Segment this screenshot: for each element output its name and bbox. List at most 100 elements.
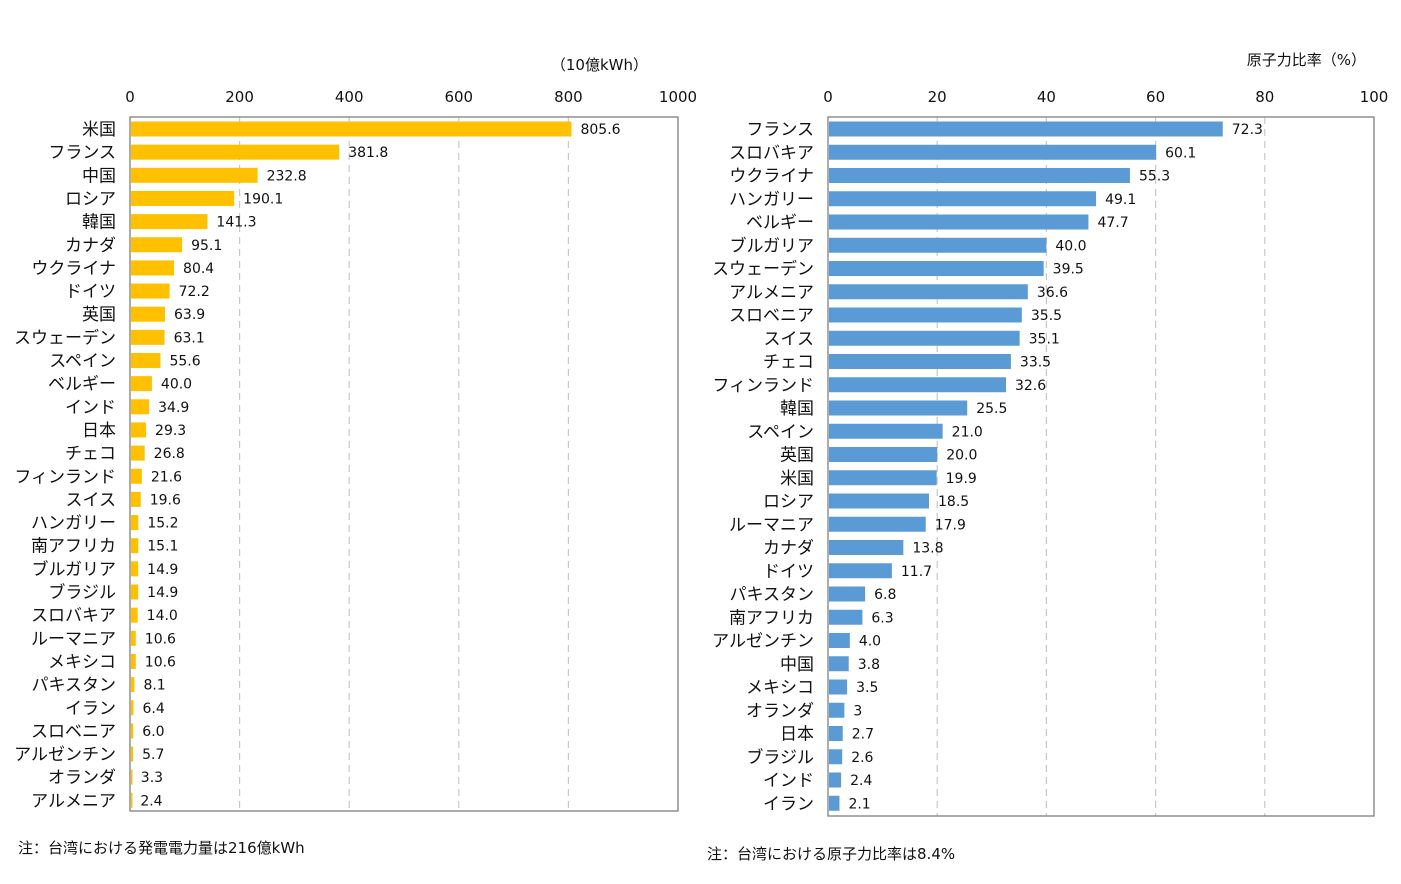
left-bar — [131, 792, 133, 808]
left-bar — [131, 677, 135, 693]
left-category-label: イラン — [65, 699, 116, 719]
left-bar — [131, 329, 165, 345]
left-bar — [131, 746, 134, 762]
left-value-label: 63.9 — [174, 307, 205, 323]
right-category-label: イラン — [763, 794, 814, 814]
right-bar — [829, 726, 843, 741]
left-tick-label: 200 — [225, 88, 254, 106]
right-bar — [829, 191, 1097, 207]
left-bar — [131, 561, 139, 577]
right-value-label: 2.4 — [850, 773, 872, 789]
left-value-label: 72.2 — [179, 284, 210, 300]
left-category-label: スペイン — [49, 352, 116, 372]
right-tick-label: 0 — [823, 88, 833, 106]
right-value-label: 18.5 — [938, 494, 969, 510]
right-category-label: 韓国 — [780, 399, 814, 419]
left-value-label: 14.9 — [147, 562, 178, 578]
left-category-label: 南アフリカ — [31, 537, 116, 557]
right-category-label: オランダ — [746, 701, 814, 721]
left-value-label: 15.2 — [147, 516, 178, 532]
left-category-label: 米国 — [82, 120, 116, 140]
left-bar — [131, 515, 139, 531]
right-bar — [829, 307, 1022, 323]
left-category-label: パキスタン — [32, 676, 117, 696]
right-bar — [829, 330, 1020, 346]
right-category-label: カナダ — [763, 539, 814, 559]
left-bar — [131, 607, 138, 623]
left-bar — [131, 584, 139, 600]
left-category-label: 韓国 — [82, 213, 116, 233]
right-value-label: 39.5 — [1053, 262, 1084, 278]
right-category-label: ルーマニア — [729, 515, 814, 535]
left-bar — [131, 630, 136, 646]
right-bar — [829, 168, 1130, 183]
right-bar — [829, 586, 866, 602]
left-value-label: 232.8 — [267, 168, 307, 184]
left-category-label: ドイツ — [65, 282, 116, 302]
right-value-label: 4.0 — [859, 634, 881, 650]
left-bar — [131, 468, 142, 484]
left-tick-label: 400 — [335, 88, 364, 106]
left-category-label: ロシア — [65, 189, 116, 209]
right-tick-label: 80 — [1255, 88, 1274, 106]
left-value-label: 14.9 — [147, 585, 178, 601]
left-bar — [131, 491, 141, 507]
left-category-label: フランス — [48, 143, 116, 163]
right-value-label: 6.3 — [871, 610, 893, 626]
left-value-label: 3.3 — [141, 770, 163, 786]
left-bar — [131, 144, 340, 160]
left-category-label: スロベニア — [31, 722, 116, 742]
left-value-label: 6.4 — [143, 701, 165, 717]
left-value-label: 19.6 — [150, 492, 181, 508]
left-category-label: インド — [65, 398, 116, 418]
left-category-label: アルメニア — [31, 791, 116, 811]
left-bar — [131, 214, 208, 230]
left-bar — [131, 121, 572, 137]
right-category-label: インド — [763, 771, 814, 791]
right-category-label: ウクライナ — [729, 167, 814, 187]
left-bar — [131, 538, 139, 554]
left-category-label: ベルギー — [48, 375, 116, 395]
right-tick-label: 20 — [928, 88, 947, 106]
left-category-label: アルゼンチン — [14, 745, 116, 765]
left-bar — [131, 445, 145, 461]
left-category-label: ハンガリー — [31, 514, 116, 534]
left-tick-label: 1000 — [659, 88, 697, 106]
right-bar — [829, 795, 840, 811]
right-value-label: 35.1 — [1029, 331, 1060, 347]
right-value-label: 60.1 — [1165, 145, 1196, 161]
left-value-label: 10.6 — [145, 654, 176, 670]
right-bar — [829, 423, 943, 439]
right-category-label: ベルギー — [746, 213, 814, 233]
right-bar — [829, 261, 1044, 276]
right-bar — [829, 749, 843, 765]
left-bar — [131, 283, 170, 299]
left-bar — [131, 260, 175, 276]
right-bar — [829, 400, 968, 416]
right-bar — [829, 702, 845, 718]
right-value-label: 3 — [853, 703, 862, 719]
right-bar — [829, 214, 1089, 230]
right-value-label: 32.6 — [1015, 378, 1046, 394]
left-value-label: 141.3 — [216, 215, 256, 231]
left-value-label: 63.1 — [174, 330, 205, 346]
right-value-label: 13.8 — [912, 541, 943, 557]
right-category-label: スイス — [764, 329, 815, 349]
left-unit-label: （10億kWh） — [551, 56, 648, 74]
left-category-label: カナダ — [65, 236, 116, 256]
right-bar — [829, 540, 904, 555]
right-value-label: 17.9 — [935, 517, 966, 533]
right-value-label: 2.6 — [851, 750, 873, 766]
right-category-label: アルゼンチン — [712, 632, 814, 652]
left-value-label: 40.0 — [161, 377, 192, 393]
right-plot-frame — [827, 116, 1375, 817]
right-bar — [829, 493, 930, 509]
right-value-label: 55.3 — [1139, 169, 1170, 185]
right-bar — [829, 563, 892, 579]
right-bar — [829, 470, 937, 486]
left-value-label: 55.6 — [169, 354, 200, 370]
right-value-label: 25.5 — [976, 401, 1007, 417]
left-value-label: 95.1 — [191, 238, 222, 254]
right-value-label: 6.8 — [874, 587, 896, 603]
right-value-label: 33.5 — [1020, 355, 1051, 371]
